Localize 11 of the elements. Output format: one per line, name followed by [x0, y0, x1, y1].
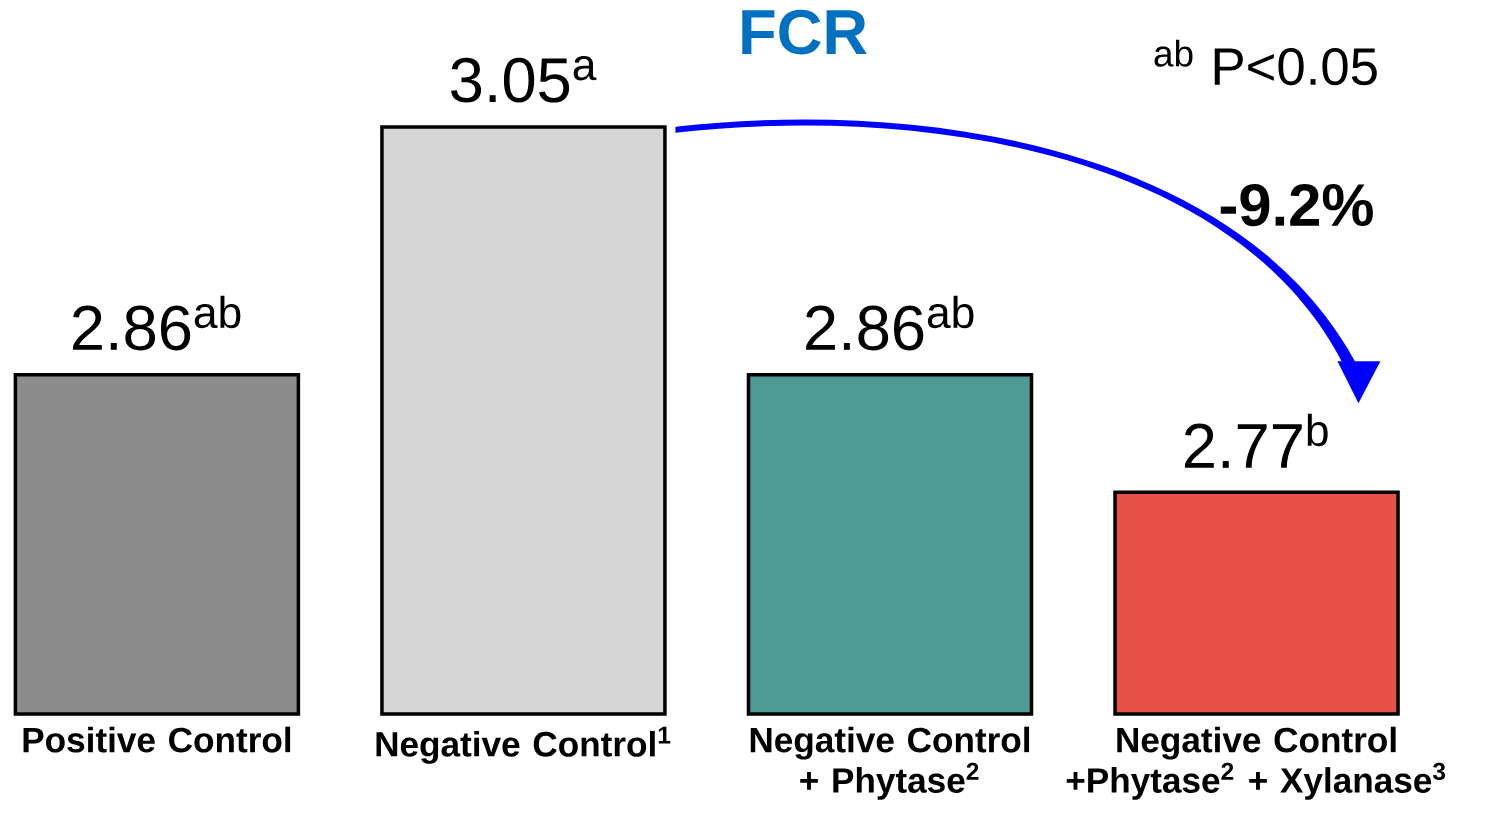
- data-label: 2.86$^{ab}$: [806, 295, 974, 351]
- data-label: 2.77$^{b}$: [1184, 413, 1328, 468]
- x-tick-label: Negative Control +Phytase$^{2}$ + Xylanase$^{3}$: [1066, 726, 1446, 800]
- x-tick-label: Negative Control$^{1}$: [376, 726, 671, 764]
- x-tick-label: Negative Control + Phytase$^{2}$: [750, 726, 1030, 800]
- annotation: -9.2%: [1220, 183, 1373, 227]
- x-tick-label: Positive Control: [23, 726, 291, 753]
- text: $^{ab}$ P<0.05: [1154, 39, 1377, 86]
- data-label: 3.05$^{a}$: [451, 56, 597, 103]
- chart-title: FCR: [742, 9, 867, 55]
- data-label: 2.86$^{ab}$: [73, 295, 241, 351]
